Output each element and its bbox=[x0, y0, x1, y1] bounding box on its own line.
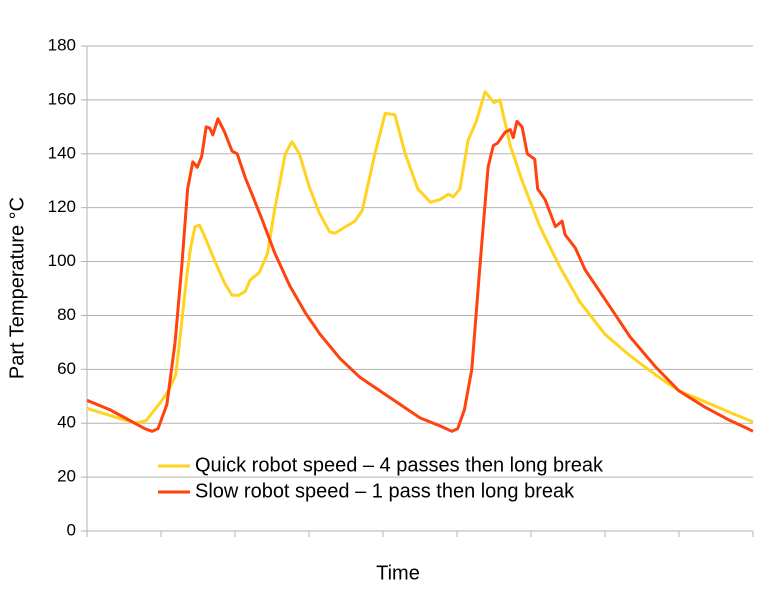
series-line bbox=[86, 90, 754, 425]
y-tick-label: 40 bbox=[57, 413, 76, 432]
y-tick-label: 140 bbox=[48, 143, 76, 162]
x-axis-label: Time bbox=[376, 562, 420, 584]
y-tick-label: 20 bbox=[57, 467, 76, 486]
y-tick-label: 120 bbox=[48, 197, 76, 216]
y-tick-label: 60 bbox=[57, 359, 76, 378]
y-tick-label: 0 bbox=[67, 520, 76, 539]
legend-label: Slow robot speed – 1 pass then long brea… bbox=[195, 480, 575, 502]
y-tick-label: 80 bbox=[57, 305, 76, 324]
y-tick-label: 160 bbox=[48, 89, 76, 108]
legend-label: Quick robot speed – 4 passes then long b… bbox=[195, 454, 604, 476]
series-line bbox=[86, 117, 754, 433]
y-axis-label: Part Temperature °C bbox=[6, 197, 28, 379]
y-tick-label: 100 bbox=[48, 251, 76, 270]
y-tick-label: 180 bbox=[48, 35, 76, 54]
